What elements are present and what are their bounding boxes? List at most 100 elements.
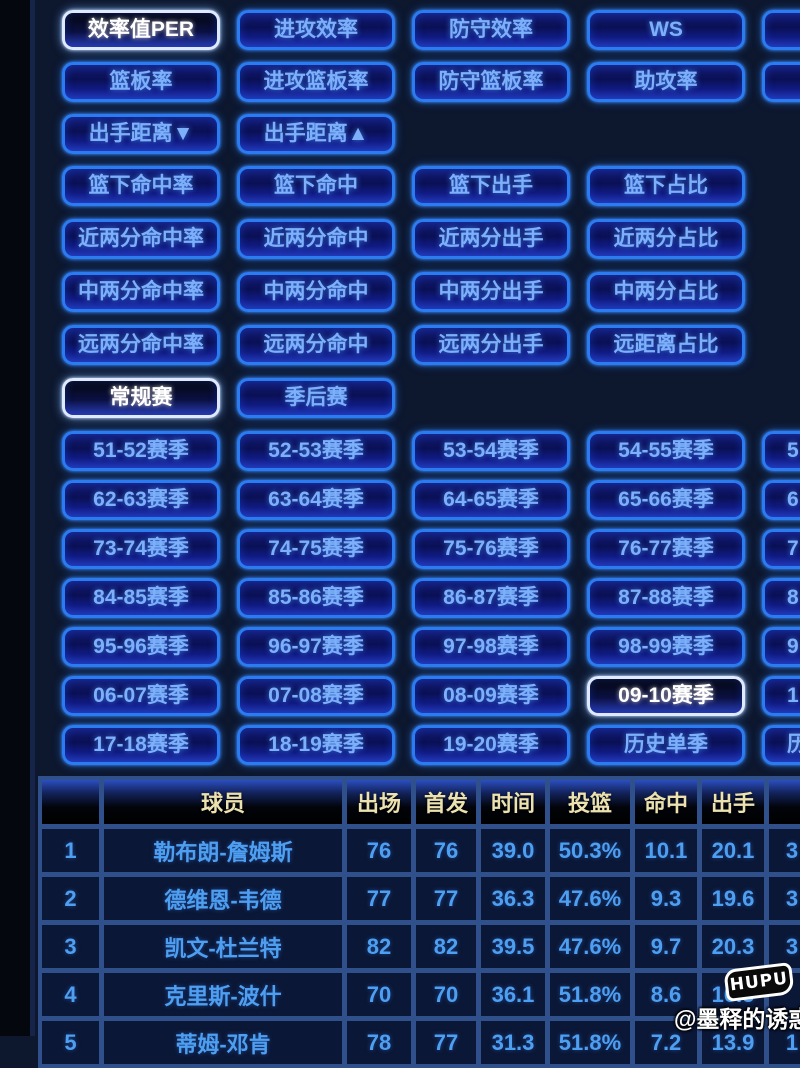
season-button-98-99[interactable]: 98-99赛季: [587, 627, 745, 667]
stat-row-2: 篮板率 进攻篮板率 防守篮板率 助攻率: [62, 62, 745, 102]
cell-player: 克里斯-波什: [104, 973, 342, 1016]
season-button-76-77[interactable]: 76-77赛季: [587, 529, 745, 569]
cell-partial: 3: [769, 877, 800, 920]
cell-gp: 77: [347, 877, 411, 920]
cell-gs: 70: [416, 973, 476, 1016]
season-button-partial-5[interactable]: 9: [762, 627, 800, 667]
season-button-84-85[interactable]: 84-85赛季: [62, 578, 220, 618]
stat-row-6: 中两分命中率 中两分命中 中两分出手 中两分占比: [62, 272, 745, 312]
season-button-63-64[interactable]: 63-64赛季: [237, 480, 395, 520]
stat-button-far-distance-share[interactable]: 远距离占比: [587, 325, 745, 365]
stat-row-4: 篮下命中率 篮下命中 篮下出手 篮下占比: [62, 166, 745, 206]
season-button-07-08[interactable]: 07-08赛季: [237, 676, 395, 716]
stat-button-far2-attempts[interactable]: 远两分出手: [412, 325, 570, 365]
stat-button-assist-rate[interactable]: 助攻率: [587, 62, 745, 102]
season-button-97-98[interactable]: 97-98赛季: [412, 627, 570, 667]
stat-button-mid2-share[interactable]: 中两分占比: [587, 272, 745, 312]
stat-button-offensive-efficiency[interactable]: 进攻效率: [237, 10, 395, 50]
stat-button-per[interactable]: 效率值PER: [62, 10, 220, 50]
cell-gp: 70: [347, 973, 411, 1016]
season-button-partial-1[interactable]: 5: [762, 431, 800, 471]
header-fg-attempts: 出手: [702, 780, 764, 824]
left-letterbox-strip: [0, 0, 30, 1036]
stat-button-near2-made[interactable]: 近两分命中: [237, 219, 395, 259]
season-row-2: 62-63赛季 63-64赛季 64-65赛季 65-66赛季: [62, 480, 745, 520]
season-button-62-63[interactable]: 62-63赛季: [62, 480, 220, 520]
season-button-65-66[interactable]: 65-66赛季: [587, 480, 745, 520]
season-button-87-88[interactable]: 87-88赛季: [587, 578, 745, 618]
stat-button-rebound-rate[interactable]: 篮板率: [62, 62, 220, 102]
season-button-96-97[interactable]: 96-97赛季: [237, 627, 395, 667]
season-button-17-18[interactable]: 17-18赛季: [62, 725, 220, 765]
cell-gp: 82: [347, 925, 411, 968]
stat-button-partial-2[interactable]: [762, 62, 800, 102]
season-button-64-65[interactable]: 64-65赛季: [412, 480, 570, 520]
stat-button-shot-distance-asc[interactable]: 出手距离▲: [237, 114, 395, 154]
stat-button-partial-1[interactable]: [762, 10, 800, 50]
stat-button-defensive-efficiency[interactable]: 防守效率: [412, 10, 570, 50]
stat-button-far2-made[interactable]: 远两分命中: [237, 325, 395, 365]
header-games-started: 首发: [416, 780, 476, 824]
season-button-partial-4[interactable]: 8: [762, 578, 800, 618]
cell-fg-pct: 47.6%: [550, 925, 630, 968]
season-button-75-76[interactable]: 75-76赛季: [412, 529, 570, 569]
cell-gp: 76: [347, 829, 411, 872]
season-button-history-single[interactable]: 历史单季: [587, 725, 745, 765]
cell-rank: 5: [42, 1021, 99, 1064]
season-row-1: 51-52赛季 52-53赛季 53-54赛季 54-55赛季: [62, 431, 745, 471]
season-button-95-96[interactable]: 95-96赛季: [62, 627, 220, 667]
season-button-partial-6[interactable]: 1: [762, 676, 800, 716]
stat-button-rim-attempts[interactable]: 篮下出手: [412, 166, 570, 206]
cell-gs: 82: [416, 925, 476, 968]
cell-min: 36.1: [481, 973, 545, 1016]
stat-button-near2-fg-pct[interactable]: 近两分命中率: [62, 219, 220, 259]
watermark-credit: @墨释的诱惑: [674, 1006, 800, 1032]
season-button-partial-3[interactable]: 7: [762, 529, 800, 569]
stat-button-mid2-attempts[interactable]: 中两分出手: [412, 272, 570, 312]
season-button-54-55[interactable]: 54-55赛季: [587, 431, 745, 471]
stat-button-defensive-rebound-rate[interactable]: 防守篮板率: [412, 62, 570, 102]
mode-button-regular-season[interactable]: 常规赛: [62, 378, 220, 418]
stat-button-ws[interactable]: WS: [587, 10, 745, 50]
stat-button-offensive-rebound-rate[interactable]: 进攻篮板率: [237, 62, 395, 102]
cell-min: 39.0: [481, 829, 545, 872]
stat-button-mid2-made[interactable]: 中两分命中: [237, 272, 395, 312]
stat-button-far2-fg-pct[interactable]: 远两分命中率: [62, 325, 220, 365]
season-button-51-52[interactable]: 51-52赛季: [62, 431, 220, 471]
season-row-3: 73-74赛季 74-75赛季 75-76赛季 76-77赛季: [62, 529, 745, 569]
stat-row-7: 远两分命中率 远两分命中 远两分出手 远距离占比: [62, 325, 745, 365]
season-button-73-74[interactable]: 73-74赛季: [62, 529, 220, 569]
mode-button-playoffs[interactable]: 季后赛: [237, 378, 395, 418]
stat-button-shot-distance-desc[interactable]: 出手距离▼: [62, 114, 220, 154]
cell-min: 31.3: [481, 1021, 545, 1064]
stat-button-mid2-fg-pct[interactable]: 中两分命中率: [62, 272, 220, 312]
cell-fg-pct: 47.6%: [550, 877, 630, 920]
season-button-53-54[interactable]: 53-54赛季: [412, 431, 570, 471]
season-button-74-75[interactable]: 74-75赛季: [237, 529, 395, 569]
stat-button-rim-made[interactable]: 篮下命中: [237, 166, 395, 206]
stat-button-near2-attempts[interactable]: 近两分出手: [412, 219, 570, 259]
season-button-09-10[interactable]: 09-10赛季: [587, 676, 745, 716]
stat-button-near2-share[interactable]: 近两分占比: [587, 219, 745, 259]
season-button-partial-2[interactable]: 6: [762, 480, 800, 520]
season-row-6: 06-07赛季 07-08赛季 08-09赛季 09-10赛季: [62, 676, 745, 716]
season-button-85-86[interactable]: 85-86赛季: [237, 578, 395, 618]
header-fg-pct: 投篮: [550, 780, 630, 824]
cell-gs: 77: [416, 1021, 476, 1064]
cell-fgm: 9.7: [635, 925, 697, 968]
season-button-06-07[interactable]: 06-07赛季: [62, 676, 220, 716]
season-button-52-53[interactable]: 52-53赛季: [237, 431, 395, 471]
cell-min: 39.5: [481, 925, 545, 968]
season-button-08-09[interactable]: 08-09赛季: [412, 676, 570, 716]
stat-button-rim-fg-pct[interactable]: 篮下命中率: [62, 166, 220, 206]
season-button-19-20[interactable]: 19-20赛季: [412, 725, 570, 765]
season-button-18-19[interactable]: 18-19赛季: [237, 725, 395, 765]
season-button-partial-7[interactable]: 历: [762, 725, 800, 765]
cell-rank: 3: [42, 925, 99, 968]
cell-fgm: 9.3: [635, 877, 697, 920]
season-button-86-87[interactable]: 86-87赛季: [412, 578, 570, 618]
cell-fga: 20.3: [702, 925, 764, 968]
season-row-7: 17-18赛季 18-19赛季 19-20赛季 历史单季: [62, 725, 745, 765]
stat-button-rim-share[interactable]: 篮下占比: [587, 166, 745, 206]
left-edge-divider: [30, 0, 35, 1036]
